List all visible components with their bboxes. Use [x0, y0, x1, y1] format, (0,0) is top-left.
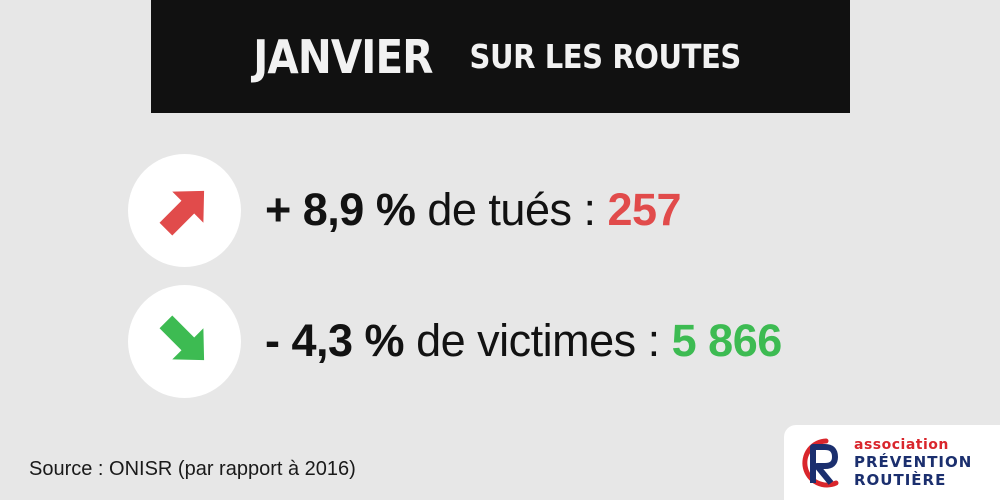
logo-line-prevention: PRÉVENTION — [854, 452, 973, 471]
stat-value: 5 866 — [671, 315, 783, 366]
arrow-down-right-icon — [159, 315, 204, 361]
stat-row-killed: + 8,9 % de tués : 257 — [128, 153, 682, 267]
source-note: Source : ONISR (par rapport à 2016) — [29, 458, 356, 480]
change-percent: - 4,3 % — [265, 315, 405, 366]
arrow-circle — [128, 153, 241, 267]
stat-text: - 4,3 % de victimes : 5 866 — [265, 315, 782, 367]
stat-value: 257 — [607, 184, 682, 235]
stat-row-victims: - 4,3 % de victimes : 5 866 — [128, 284, 782, 398]
arrow-circle — [128, 284, 241, 398]
change-percent: + 8,9 % — [265, 184, 416, 235]
title-banner: JANVIER SUR LES ROUTES — [151, 0, 850, 113]
title-sub: SUR LES ROUTES — [469, 37, 742, 76]
title-main: JANVIER — [253, 29, 434, 84]
stat-label: de tués : — [415, 184, 608, 235]
arrow-up-right-icon — [159, 190, 204, 236]
stat-label: de victimes : — [404, 315, 672, 366]
logo: association PRÉVENTION ROUTIÈRE — [784, 425, 1000, 500]
logo-text: association PRÉVENTION ROUTIÈRE — [854, 438, 972, 488]
logo-line-association: association — [854, 436, 949, 453]
logo-line-routiere: ROUTIÈRE — [854, 470, 947, 489]
prevention-routiere-logo-icon — [802, 438, 839, 487]
stat-text: + 8,9 % de tués : 257 — [265, 184, 682, 236]
